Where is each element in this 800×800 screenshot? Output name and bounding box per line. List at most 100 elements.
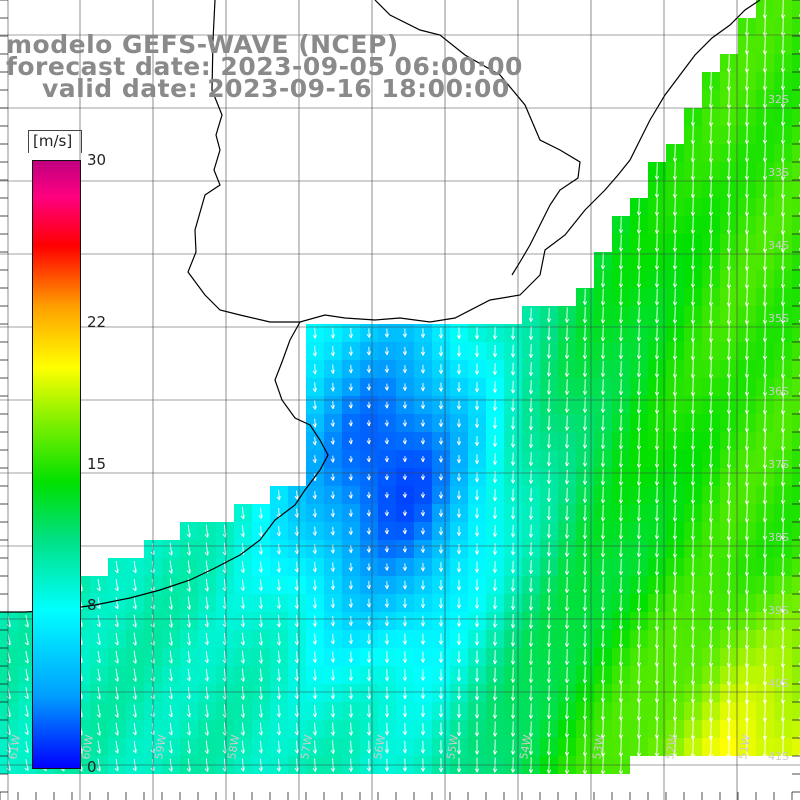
lon-label: 52W — [663, 734, 680, 761]
wind-arrow — [474, 579, 480, 591]
wind-arrow — [780, 540, 786, 559]
wind-arrow — [402, 383, 407, 391]
speed-cell — [792, 36, 800, 54]
wind-arrow — [348, 455, 353, 463]
wind-arrow — [96, 633, 101, 646]
wind-arrow — [708, 180, 714, 199]
wind-arrow — [493, 453, 498, 466]
wind-arrow — [654, 180, 660, 198]
wind-arrow — [618, 559, 624, 576]
wind-arrow — [420, 401, 425, 410]
wind-arrow — [618, 306, 624, 324]
wind-arrow — [330, 687, 335, 700]
wind-arrow — [528, 308, 534, 323]
wind-arrow — [474, 615, 480, 628]
wind-arrow — [420, 328, 426, 338]
wind-arrow — [493, 399, 498, 411]
wind-arrow — [690, 414, 696, 432]
wind-arrow — [636, 558, 642, 576]
wind-arrow — [762, 306, 768, 325]
wind-arrow — [132, 686, 137, 700]
wind-arrow — [690, 306, 696, 325]
wind-arrow — [456, 345, 462, 357]
lat-label: 38S — [768, 531, 789, 544]
wind-arrow — [348, 580, 353, 590]
wind-arrow — [258, 722, 263, 736]
wind-arrow — [564, 631, 570, 648]
wind-arrow — [690, 161, 696, 181]
wind-arrow — [330, 598, 335, 609]
wind-arrow — [744, 180, 750, 199]
speed-cell — [792, 18, 800, 36]
wind-arrow — [348, 722, 353, 736]
wind-arrow — [366, 722, 371, 736]
wind-arrow — [780, 35, 786, 55]
wind-arrow — [312, 597, 317, 609]
speed-cell — [792, 126, 800, 144]
wind-arrow — [546, 307, 552, 323]
wind-arrow — [672, 414, 678, 433]
wind-arrow — [438, 651, 444, 663]
wind-arrow — [348, 562, 353, 572]
wind-arrow — [276, 525, 281, 537]
wind-arrow — [618, 343, 624, 360]
colorbar-tick-15: 15 — [87, 454, 107, 473]
wind-arrow — [726, 557, 732, 577]
wind-arrow — [636, 396, 642, 414]
lat-label: 34S — [768, 239, 789, 252]
wind-arrow — [204, 686, 209, 700]
wind-arrow — [510, 416, 516, 430]
wind-arrow — [636, 270, 642, 288]
wind-arrow — [438, 382, 444, 392]
wind-arrow — [654, 737, 660, 757]
wind-arrow — [636, 468, 642, 486]
wind-arrow — [366, 401, 371, 409]
uruguay-border — [374, 0, 581, 276]
wind-arrow — [546, 738, 552, 756]
wind-arrow — [636, 432, 642, 450]
wind-arrow — [276, 597, 281, 610]
speed-cell — [792, 738, 800, 756]
wind-arrow — [312, 722, 317, 736]
wind-arrow — [582, 648, 588, 666]
wind-arrow — [366, 545, 371, 553]
wind-arrow — [474, 703, 480, 719]
wind-arrow — [708, 234, 714, 252]
wind-arrow — [348, 616, 353, 626]
wind-arrow — [132, 632, 137, 646]
wind-arrow — [24, 741, 29, 753]
wind-arrow — [511, 542, 516, 556]
wind-arrow — [456, 526, 462, 536]
wind-arrow — [636, 216, 642, 234]
wind-arrow — [672, 216, 678, 234]
wind-arrow — [204, 632, 209, 646]
wind-arrow — [564, 505, 570, 521]
wind-arrow — [708, 414, 714, 432]
colorbar-tick-8: 8 — [87, 596, 97, 615]
wind-arrow — [438, 509, 444, 517]
wind-arrow — [294, 669, 299, 682]
wind-arrow — [366, 669, 371, 682]
wind-arrow — [456, 633, 462, 645]
wind-arrow — [564, 613, 570, 630]
lon-label: 58W — [225, 734, 242, 761]
wind-arrow — [240, 632, 245, 646]
wind-arrow — [726, 251, 732, 271]
wind-arrow — [348, 473, 353, 481]
wind-arrow — [312, 363, 317, 375]
wind-arrow — [456, 561, 462, 573]
wind-arrow — [600, 486, 606, 504]
wind-arrow — [690, 396, 696, 415]
wind-arrow — [726, 180, 732, 199]
wind-arrow — [546, 506, 552, 521]
wind-arrow — [636, 486, 642, 504]
wind-arrow — [420, 474, 425, 481]
wind-arrow — [744, 736, 750, 759]
wind-arrow — [456, 686, 462, 700]
wind-arrow — [618, 270, 624, 288]
wind-arrow — [312, 382, 317, 393]
wind-arrow — [204, 614, 209, 628]
wind-arrow — [546, 631, 552, 648]
wind-arrow — [690, 180, 696, 199]
wind-arrow — [402, 740, 408, 754]
